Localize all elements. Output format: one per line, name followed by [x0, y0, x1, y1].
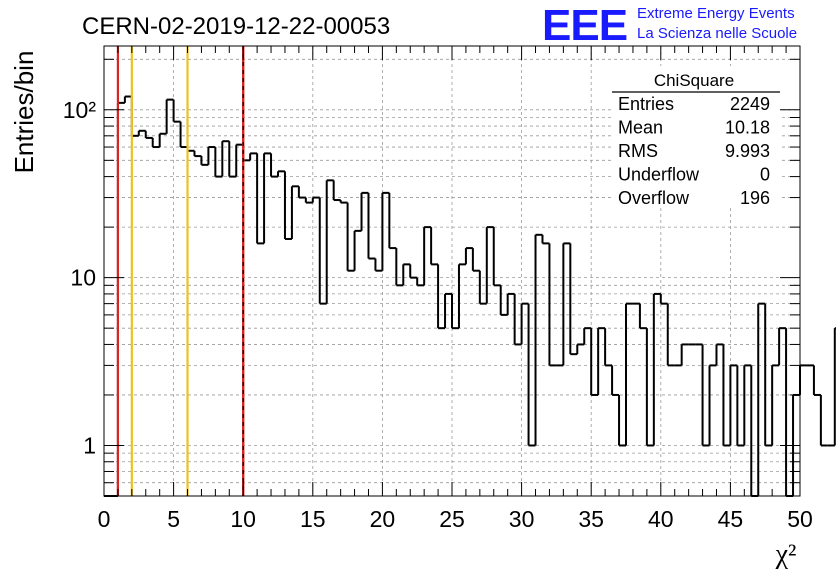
stats-row-value: 0 — [760, 165, 770, 185]
stats-row-label: Overflow — [618, 188, 690, 208]
stats-row-value: 2249 — [730, 94, 770, 114]
stats-row-value: 196 — [740, 188, 770, 208]
stats-title: ChiSquare — [654, 71, 734, 90]
stats-row-label: Underflow — [618, 165, 700, 185]
y-tick-label: 10 — [70, 265, 96, 291]
y-axis-label: Entries/bin — [9, 51, 39, 174]
grid — [104, 46, 800, 496]
x-tick-label: 30 — [509, 506, 535, 532]
x-axis-label: χ² — [775, 539, 797, 570]
stats-row-value: 10.18 — [725, 118, 770, 138]
reference-lines — [116, 46, 245, 496]
stats-box-background — [612, 66, 780, 208]
x-tick-label: 40 — [648, 506, 674, 532]
stats-row-value: 9.993 — [725, 141, 770, 161]
stats-row-label: RMS — [618, 141, 658, 161]
x-tick-label: 50 — [787, 506, 813, 532]
logo-line-1: Extreme Energy Events — [637, 5, 795, 22]
x-tick-label: 20 — [370, 506, 396, 532]
x-tick-label: 35 — [578, 506, 604, 532]
x-tick-label: 10 — [230, 506, 256, 532]
logo-line-2: La Scienza nelle Scuole — [637, 25, 797, 42]
x-tick-label: 25 — [439, 506, 465, 532]
y-tick-label: 10² — [63, 97, 97, 123]
eee-logo-mark: EEE — [542, 1, 627, 50]
axes: 0 5 10 15 20 25 30 35 40 45 50 1 10 10² — [63, 46, 813, 532]
stats-rows: Entries 2249 Mean 10.18 RMS 9.993 Underflow 0 Ov… — [618, 94, 770, 208]
run-title: CERN-02-2019-12-22-00053 — [82, 13, 390, 40]
x-tick-label: 15 — [300, 506, 326, 532]
stats-box: ChiSquare Entries 2249 Mean 10.18 RMS 9.993 Un… — [612, 66, 780, 208]
x-tick-label: 0 — [98, 506, 111, 532]
y-tick-label: 1 — [83, 432, 96, 458]
x-tick-label: 45 — [718, 506, 744, 532]
eee-logo: EEE Extreme Energy Events La Scienza nel… — [542, 1, 797, 50]
stats-row-label: Entries — [618, 94, 674, 114]
x-tick-label: 5 — [167, 506, 180, 532]
stats-row-label: Mean — [618, 118, 663, 138]
